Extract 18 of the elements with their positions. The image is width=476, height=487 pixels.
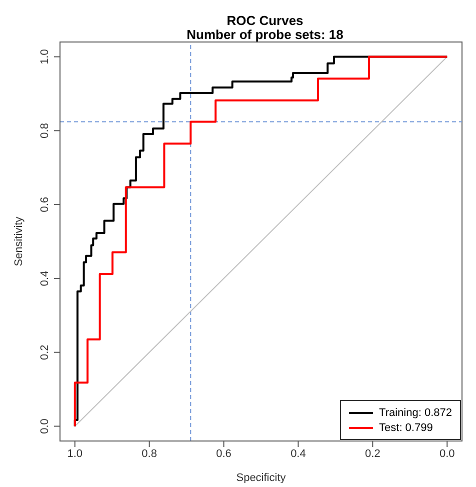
x-tick-label: 0.6 <box>216 448 232 460</box>
y-tick-label: 1.0 <box>39 49 51 64</box>
legend-label: Test: 0.799 <box>379 422 433 434</box>
x-tick-label: 1.0 <box>67 448 83 460</box>
y-axis-title: Sensitivity <box>12 216 25 266</box>
y-tick-label: 0.4 <box>39 270 51 286</box>
x-tick-label: 0.0 <box>439 448 455 460</box>
x-tick-label: 0.4 <box>290 448 306 460</box>
x-tick-label: 0.8 <box>142 448 157 460</box>
x-axis-title: Specificity <box>236 472 286 484</box>
y-tick-label: 0.8 <box>39 123 51 138</box>
chart-subtitle: Number of probe sets: 18 <box>186 27 344 42</box>
chart-title: ROC Curves <box>226 13 304 28</box>
y-tick-label: 0.0 <box>39 418 51 434</box>
legend-label: Training: 0.872 <box>379 406 452 418</box>
x-tick-label: 0.2 <box>365 448 380 460</box>
y-tick-label: 0.6 <box>39 196 51 212</box>
y-tick-label: 0.2 <box>39 344 51 360</box>
